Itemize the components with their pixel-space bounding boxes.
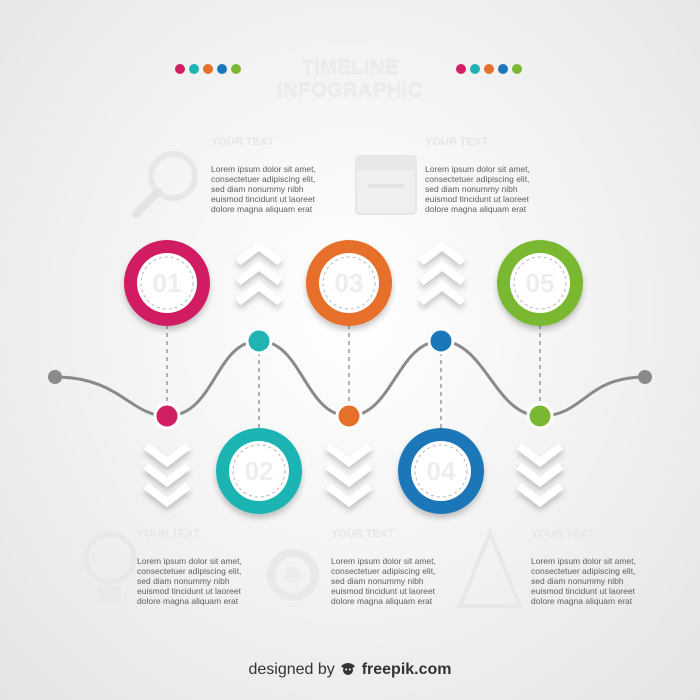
dot-pink	[456, 64, 466, 74]
lightbulb-icon	[83, 531, 137, 602]
text-block-body: Lorem ipsum dolor sit amet, consectetuer…	[531, 556, 636, 607]
text-block-1: YOUR TEXT Lorem ipsum dolor sit amet, co…	[211, 136, 331, 214]
dot-orange	[484, 64, 494, 74]
magnifier-icon	[132, 151, 198, 218]
pyramid-icon	[457, 528, 523, 608]
dot-teal	[470, 64, 480, 74]
text-block-heading: YOUR TEXT	[531, 528, 594, 540]
dot-teal	[189, 64, 199, 74]
chevron-up-arrows-1	[235, 240, 283, 306]
step-circle-05: 05	[497, 240, 583, 326]
chevron-down-arrows-2	[325, 442, 373, 508]
credit-prefix: designed by	[248, 661, 335, 678]
step-circle-02: 02	[216, 428, 302, 514]
text-block-heading: YOUR TEXT	[137, 528, 200, 540]
footer-credit: designed by freepik.com	[0, 660, 700, 679]
credit-brand[interactable]: freepik.com	[361, 661, 452, 678]
text-block-body: Lorem ipsum dolor sit amet, consectetuer…	[331, 556, 436, 607]
text-block-2: YOUR TEXT Lorem ipsum dolor sit amet, co…	[425, 136, 545, 214]
dot-orange	[203, 64, 213, 74]
text-block-heading: YOUR TEXT	[425, 136, 488, 148]
step-circle-01: 01	[124, 240, 210, 326]
header: TIMELINE INFOGRAPHIC	[0, 56, 700, 101]
text-block-3: YOUR TEXT Lorem ipsum dolor sit amet, co…	[137, 528, 257, 606]
text-block-body: Lorem ipsum dolor sit amet, consectetuer…	[425, 164, 530, 215]
node-dot-pink	[153, 402, 181, 430]
right-dot-row	[456, 64, 522, 74]
chevron-down-arrows-1	[143, 442, 191, 508]
text-block-heading: YOUR TEXT	[211, 136, 274, 148]
chevron-down-arrows-3	[516, 442, 564, 508]
dot-green	[512, 64, 522, 74]
text-block-body: Lorem ipsum dolor sit amet, consectetuer…	[211, 164, 316, 215]
dot-green	[231, 64, 241, 74]
dot-blue	[498, 64, 508, 74]
timeline-start-dot	[48, 370, 62, 384]
left-dot-row	[175, 64, 241, 74]
page-title: TIMELINE INFOGRAPHIC	[277, 56, 423, 101]
step-number: 04	[427, 456, 456, 486]
dot-pink	[175, 64, 185, 74]
node-dot-green	[526, 402, 554, 430]
text-block-heading: YOUR TEXT	[331, 528, 394, 540]
dashed-connectors	[166, 325, 541, 428]
gear-icon	[267, 549, 319, 601]
step-number: 02	[245, 456, 274, 486]
node-dot-blue	[427, 327, 455, 355]
text-block-4: YOUR TEXT Lorem ipsum dolor sit amet, co…	[331, 528, 451, 606]
node-dot-teal	[245, 327, 273, 355]
chevron-up-arrows-2	[418, 240, 466, 306]
timeline-end-dot	[638, 370, 652, 384]
step-circle-04: 04	[398, 428, 484, 514]
step-number: 03	[335, 268, 364, 298]
freepik-logo-icon	[341, 663, 356, 675]
step-number: 01	[153, 268, 182, 298]
calendar-icon	[355, 155, 417, 215]
text-block-body: Lorem ipsum dolor sit amet, consectetuer…	[137, 556, 242, 607]
step-circle-03: 03	[306, 240, 392, 326]
dot-blue	[217, 64, 227, 74]
step-number: 05	[526, 268, 555, 298]
node-dot-orange	[335, 402, 363, 430]
text-block-5: YOUR TEXT Lorem ipsum dolor sit amet, co…	[531, 528, 651, 606]
